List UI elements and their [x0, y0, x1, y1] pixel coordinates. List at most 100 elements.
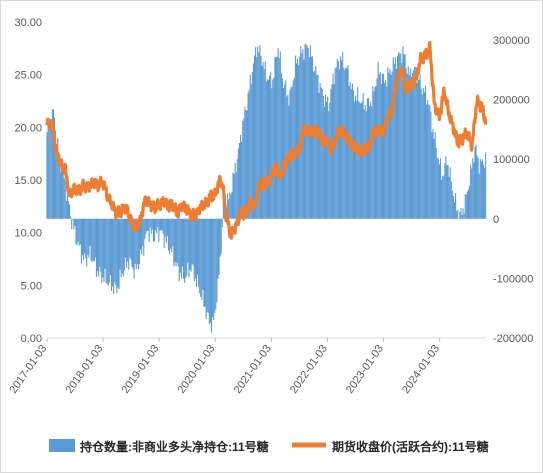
- bar: [321, 88, 323, 219]
- bar: [145, 218, 147, 234]
- left-tick-label: 15.00: [14, 175, 42, 187]
- bar: [269, 75, 271, 219]
- bar: [95, 218, 98, 277]
- bar: [89, 218, 91, 246]
- bar: [83, 218, 85, 260]
- bar: [192, 218, 194, 266]
- bar: [400, 53, 402, 219]
- bar: [117, 218, 119, 288]
- bar: [130, 218, 132, 260]
- bar: [258, 52, 260, 219]
- bar: [47, 121, 49, 219]
- bar: [243, 118, 245, 219]
- right-tick-label: 0: [493, 214, 499, 226]
- left-axis: 0.00 5.00 10.00 15.00 20.00 25.00 30.00: [14, 17, 42, 345]
- bar: [57, 137, 59, 219]
- bar: [366, 98, 368, 219]
- bar: [387, 67, 389, 219]
- bar: [213, 218, 215, 320]
- bar: [231, 191, 233, 219]
- bar: [313, 71, 315, 219]
- bar: [377, 61, 379, 219]
- bar: [476, 155, 478, 219]
- bar: [345, 67, 347, 219]
- bar: [263, 68, 265, 219]
- bar: [413, 69, 415, 219]
- left-tick-label: 30.00: [14, 17, 42, 29]
- bar: [390, 74, 392, 219]
- bar: [418, 79, 420, 219]
- bar: [134, 218, 136, 264]
- bar: [153, 218, 156, 242]
- bar: [363, 109, 365, 219]
- bar: [149, 218, 151, 228]
- bar: [248, 90, 250, 219]
- bar: [238, 142, 241, 219]
- bar: [360, 103, 362, 219]
- bar: [185, 218, 187, 279]
- bar: [161, 218, 163, 230]
- bar: [110, 218, 113, 291]
- bar: [212, 218, 214, 318]
- bar: [242, 120, 244, 219]
- bar: [128, 218, 130, 270]
- bar: [314, 70, 316, 219]
- bar: [337, 61, 339, 219]
- bar: [462, 208, 464, 219]
- bar: [435, 147, 437, 219]
- bar: [482, 164, 485, 219]
- bar: [485, 152, 487, 219]
- bar: [442, 176, 444, 219]
- bar: [416, 82, 418, 219]
- bar: [119, 218, 121, 270]
- bar: [141, 218, 143, 255]
- bar: [355, 95, 357, 219]
- bar: [447, 164, 449, 219]
- left-tick-label: 0.00: [21, 333, 42, 345]
- bar: [380, 84, 382, 219]
- bar: [121, 218, 123, 274]
- bar: [94, 218, 96, 258]
- bar: [404, 53, 406, 219]
- bar: [142, 218, 144, 247]
- bar: [310, 56, 313, 219]
- x-tick-label: 2023-01-03: [344, 343, 386, 396]
- bar: [237, 148, 239, 219]
- bar: [219, 218, 221, 257]
- bar: [101, 218, 103, 283]
- bar: [116, 218, 118, 294]
- bar: [343, 67, 345, 219]
- bar: [131, 218, 133, 267]
- bar: [441, 179, 443, 219]
- bar: [392, 57, 394, 219]
- bar: [50, 128, 52, 219]
- bar: [276, 56, 278, 219]
- bar: [375, 85, 377, 219]
- bar: [144, 218, 146, 240]
- bar: [201, 218, 203, 300]
- bar: [444, 163, 446, 219]
- bar: [113, 218, 115, 295]
- bar: [191, 218, 193, 265]
- bar: [169, 218, 171, 255]
- bar: [103, 218, 105, 282]
- bar: [381, 73, 384, 219]
- bar: [388, 72, 390, 219]
- bar: [81, 218, 84, 256]
- bar: [464, 194, 466, 219]
- bar: [69, 204, 71, 219]
- bar: [457, 209, 459, 219]
- bar: [262, 62, 264, 219]
- bar: [118, 218, 120, 290]
- bar: [367, 97, 370, 219]
- bar: [479, 158, 481, 219]
- bar: [406, 73, 408, 219]
- bar: [84, 218, 86, 254]
- bar: [423, 92, 425, 219]
- bar: [232, 172, 234, 219]
- bar: [319, 83, 321, 219]
- bar: [445, 156, 447, 219]
- bar: [284, 84, 286, 219]
- bar: [484, 167, 486, 219]
- bar: [353, 101, 356, 219]
